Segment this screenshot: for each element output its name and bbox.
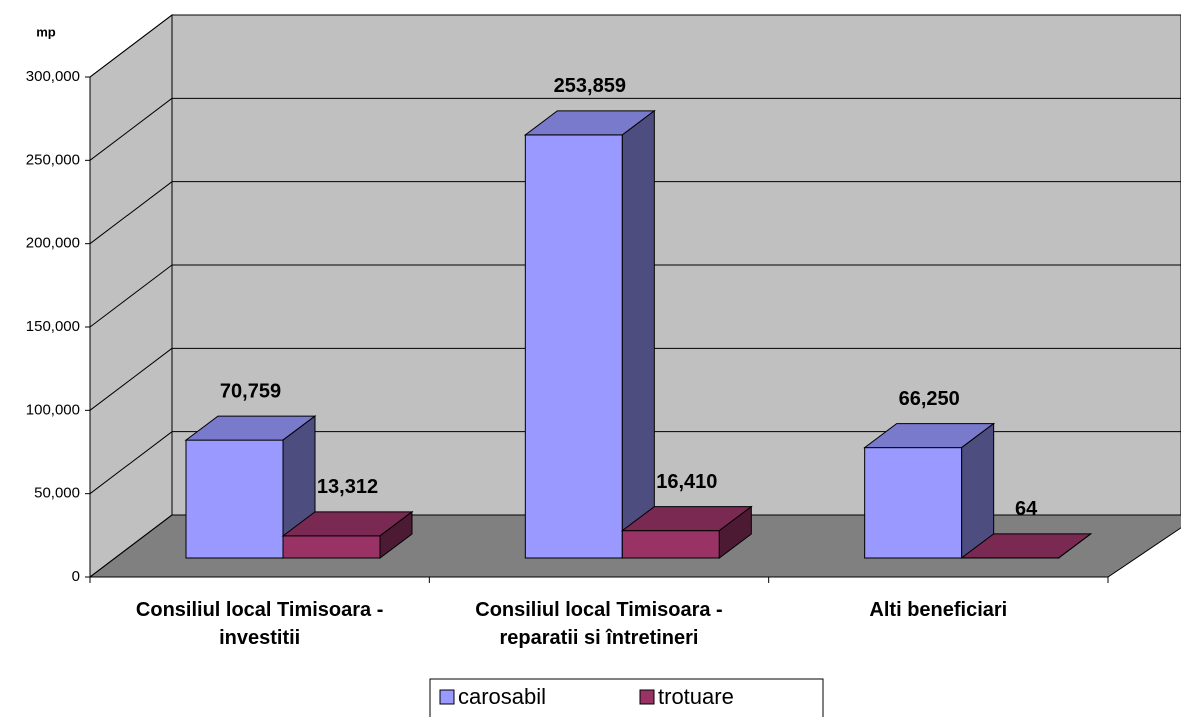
bar-side [379, 510, 413, 559]
y-tick-label: 0 [72, 568, 80, 585]
legend-label: trotuare [658, 684, 734, 709]
x-tick-label: Consiliul local Timisoara - investitii [135, 599, 384, 649]
value-label: 13,312 [317, 476, 378, 498]
legend-swatch [639, 689, 655, 705]
x-tick-label: Alti beneficiari [869, 599, 1008, 621]
y-axis-label: mp [36, 24, 56, 39]
y-tick-label: 300,000 [26, 68, 80, 85]
y-tick-label: 200,000 [26, 235, 80, 252]
legend-label: carosabil [458, 684, 546, 709]
bar-side [1058, 532, 1092, 559]
bar-front [282, 535, 381, 559]
y-tick-label: 250,000 [26, 151, 80, 168]
bar-front [864, 447, 963, 559]
grid-line [89, 181, 173, 245]
bar-side [718, 505, 752, 559]
value-label: 64 [1015, 498, 1038, 520]
bar-front [524, 134, 623, 559]
y-tick-label: 50,000 [34, 485, 80, 502]
legend-swatch [439, 689, 455, 705]
bar-side [621, 109, 655, 559]
grid-line [89, 431, 173, 495]
y-tick-label: 150,000 [26, 318, 80, 335]
grid-line [89, 347, 173, 411]
grid-line [89, 97, 173, 161]
grid-line [89, 14, 173, 78]
x-tick-label: Consiliul local Timisoara - reparatii si… [475, 599, 723, 649]
value-label: 66,250 [899, 388, 960, 410]
value-label: 253,859 [554, 75, 626, 97]
legend-box [429, 678, 824, 717]
grid-line [89, 264, 173, 328]
bar-front [185, 439, 284, 559]
bar-front [621, 530, 720, 559]
y-tick-label: 100,000 [26, 401, 80, 418]
value-label: 70,759 [220, 380, 281, 402]
value-label: 16,410 [656, 471, 717, 493]
grid-line [89, 514, 173, 578]
